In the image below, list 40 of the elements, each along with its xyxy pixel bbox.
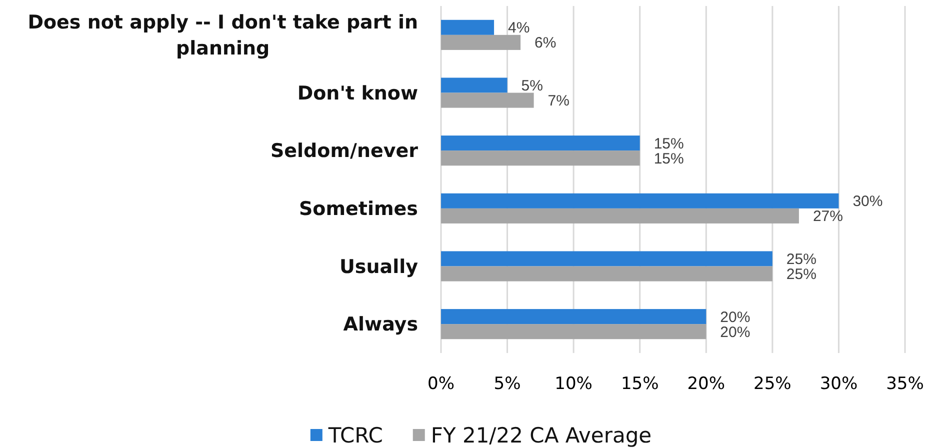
legend-label: TCRC bbox=[327, 423, 383, 448]
legend-label: FY 21/22 CA Average bbox=[430, 423, 652, 448]
bar bbox=[441, 78, 508, 93]
x-tick-label: 20% bbox=[687, 374, 726, 394]
x-tick-label: 25% bbox=[754, 374, 792, 394]
data-label: 15% bbox=[654, 135, 684, 152]
bar bbox=[441, 136, 640, 151]
bar bbox=[441, 193, 839, 208]
x-tick-label: 10% bbox=[554, 374, 592, 394]
y-tick-label: Always bbox=[343, 314, 418, 336]
x-tick-label: 5% bbox=[494, 374, 521, 394]
bar bbox=[441, 266, 772, 282]
x-tick-label: 0% bbox=[428, 374, 454, 394]
bar bbox=[441, 20, 494, 35]
data-label: 25% bbox=[786, 250, 816, 268]
data-label: 25% bbox=[786, 266, 816, 284]
data-label: 15% bbox=[654, 150, 684, 168]
y-tick-label: Seldom/never bbox=[270, 140, 419, 162]
bar bbox=[441, 251, 772, 266]
data-label: 20% bbox=[720, 308, 750, 326]
y-tick-label: Usually bbox=[340, 256, 419, 278]
y-tick-label: Don't know bbox=[297, 82, 418, 104]
data-label: 27% bbox=[812, 208, 843, 226]
data-label: 4% bbox=[508, 20, 530, 37]
data-label: 6% bbox=[534, 34, 556, 52]
bar bbox=[441, 324, 706, 340]
data-label: 7% bbox=[548, 92, 570, 110]
bar bbox=[441, 309, 706, 324]
bar bbox=[441, 92, 534, 108]
data-label: 5% bbox=[521, 77, 543, 94]
bar bbox=[441, 34, 521, 50]
x-tick-label: 35% bbox=[886, 374, 924, 394]
y-tick-label: Sometimes bbox=[298, 198, 418, 220]
data-label: 20% bbox=[720, 324, 750, 341]
data-label: 30% bbox=[852, 193, 883, 210]
x-tick-label: 15% bbox=[620, 374, 659, 394]
bar bbox=[441, 208, 799, 224]
y-tick-label: Does not apply -- I don't take part in planning bbox=[28, 12, 418, 60]
bar bbox=[441, 150, 640, 166]
x-tick-label: 30% bbox=[820, 374, 858, 394]
